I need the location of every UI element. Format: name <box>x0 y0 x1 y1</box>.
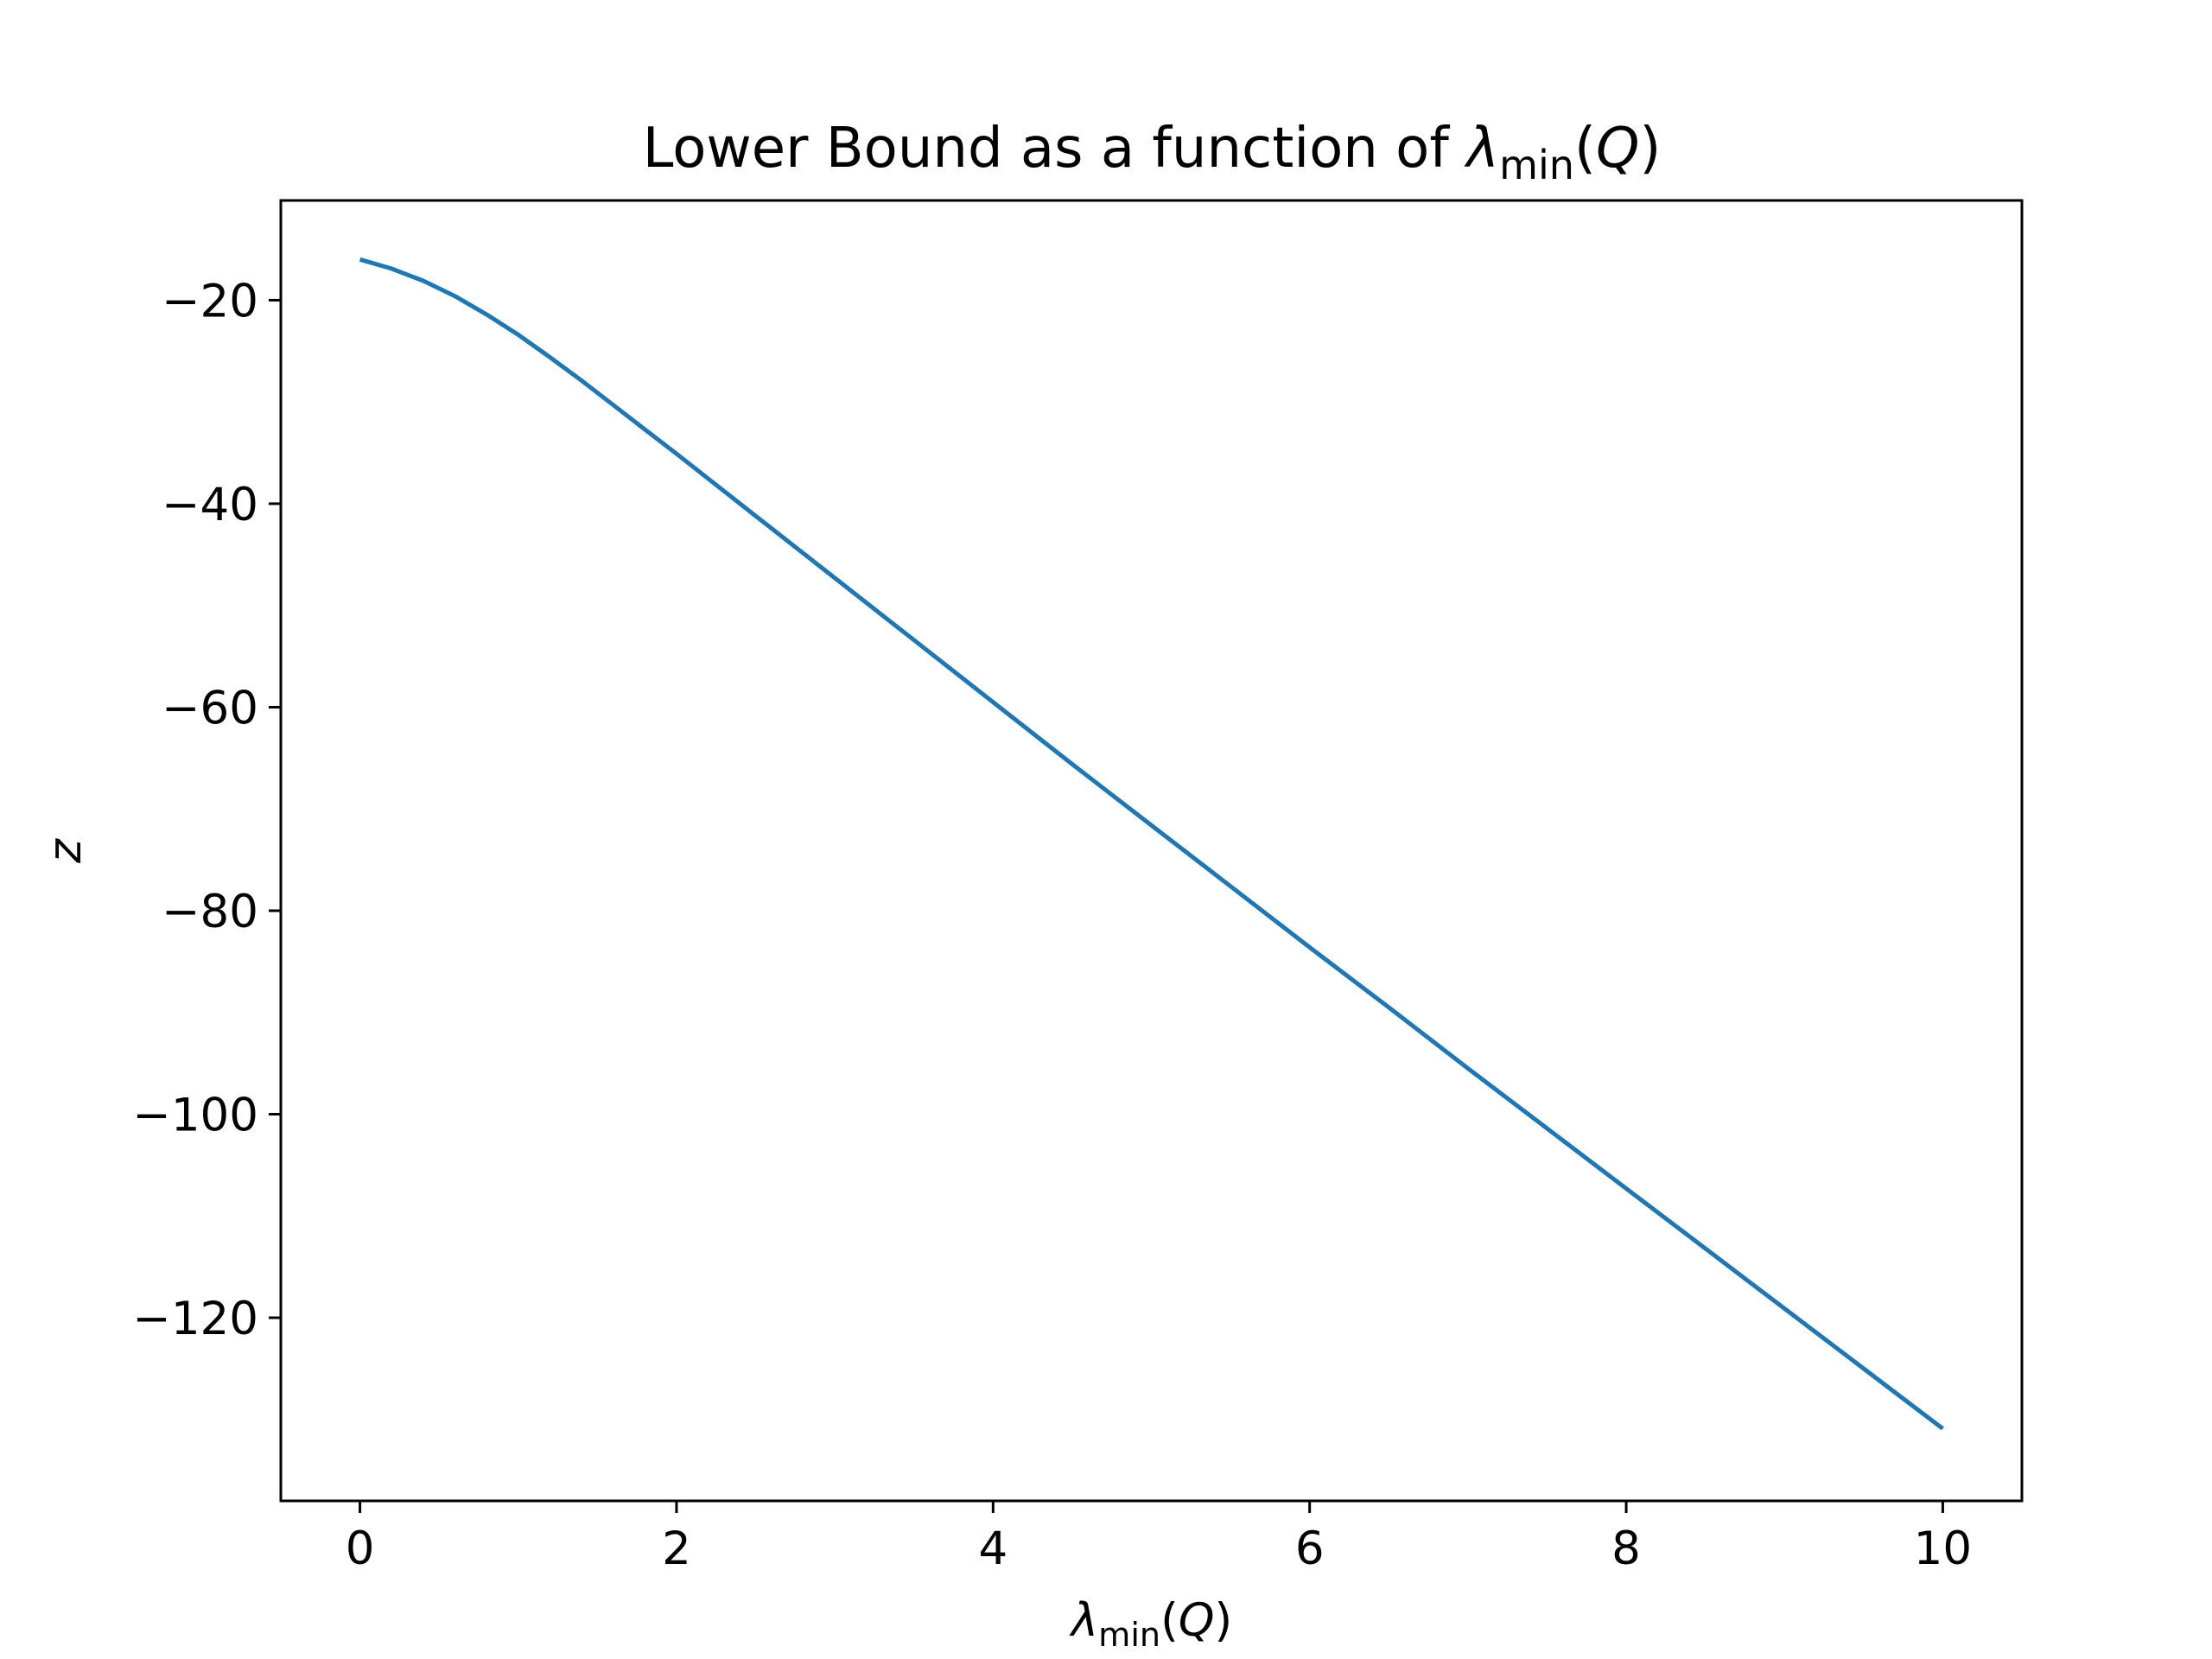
x-tick-label: 8 <box>1611 1522 1641 1575</box>
title-prefix: Lower Bound as a function of <box>643 117 1467 181</box>
x-tick-label: 0 <box>346 1522 375 1575</box>
y-axis-ticks: −20 −40 −60 −80 −100 −120 <box>132 275 281 1345</box>
title-close-paren: ) <box>1639 117 1661 181</box>
xlabel-open-paren: ( <box>1160 1594 1179 1647</box>
title-open-paren: ( <box>1574 117 1596 181</box>
y-axis-label: z <box>39 838 92 864</box>
y-tick-label: −100 <box>132 1090 258 1142</box>
xlabel-subscript: min <box>1098 1616 1160 1654</box>
x-tick-label: 4 <box>978 1522 1007 1575</box>
x-axis-label: λmin(Q) <box>1069 1594 1232 1654</box>
title-arg: Q <box>1596 117 1639 181</box>
x-tick-label: 10 <box>1914 1522 1972 1575</box>
axes-frame <box>279 199 2024 1503</box>
xlabel-close-paren: ) <box>1215 1594 1233 1647</box>
x-tick-label: 2 <box>662 1522 691 1575</box>
y-tick-label: −40 <box>162 479 258 531</box>
y-tick-label: −20 <box>162 275 258 327</box>
plot-area <box>279 199 2024 1503</box>
title-subscript: min <box>1499 142 1574 188</box>
xlabel-arg: Q <box>1179 1594 1215 1647</box>
x-tick-label: 6 <box>1295 1522 1325 1575</box>
x-axis-ticks: 0 2 4 6 8 10 <box>346 1501 1972 1575</box>
y-tick-label: −80 <box>162 886 258 938</box>
xlabel-lambda-symbol: λ <box>1069 1594 1098 1647</box>
series-line-0 <box>359 257 1944 1431</box>
chart-title: Lower Bound as a function of λmin(Q) <box>643 117 1662 188</box>
title-lambda-symbol: λ <box>1464 117 1499 181</box>
y-tick-label: −60 <box>162 682 258 734</box>
y-tick-label: −120 <box>132 1293 258 1345</box>
